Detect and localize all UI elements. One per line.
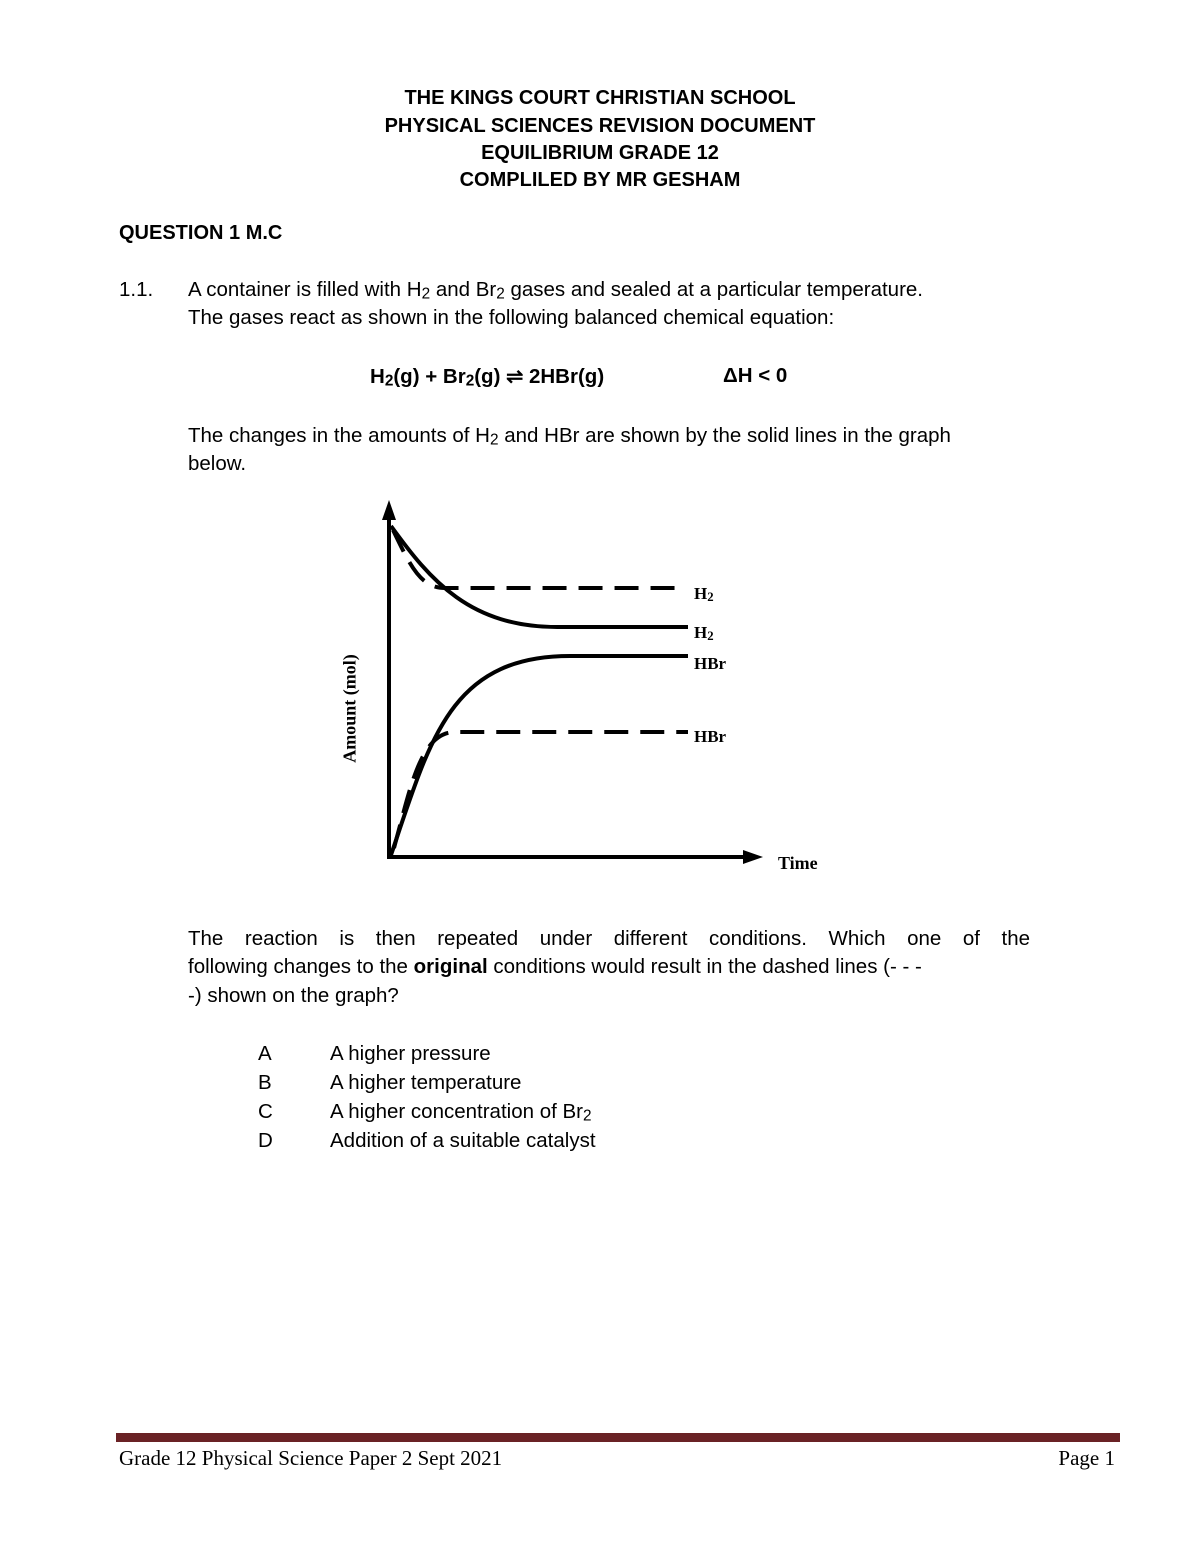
page-number: Page 1 bbox=[1058, 1446, 1115, 1470]
question-heading: QUESTION 1 M.C bbox=[119, 222, 283, 244]
option-letter: C bbox=[258, 1100, 273, 1123]
footer-left: Grade 12 Physical Science Paper 2 Sept 2… bbox=[119, 1446, 503, 1470]
option-text: A higher temperature bbox=[330, 1071, 522, 1094]
option-text: A higher concentration of Br2 bbox=[330, 1100, 592, 1125]
option-letter: B bbox=[258, 1071, 272, 1094]
x-axis-arrow-icon bbox=[743, 850, 763, 864]
question-intro-1: A container is filled with H2 and Br2 ga… bbox=[188, 278, 923, 303]
enthalpy-change: ΔH < 0 bbox=[723, 364, 788, 387]
question-intro-2: The gases react as shown in the followin… bbox=[188, 306, 835, 329]
document-title: PHYSICAL SCIENCES REVISION DOCUMENT bbox=[384, 115, 816, 137]
document-subtitle: EQUILIBRIUM GRADE 12 bbox=[481, 142, 719, 164]
amount-time-graph bbox=[382, 500, 763, 864]
repeat-text-2: following changes to the original condit… bbox=[188, 955, 922, 978]
chemical-equation: H2(g) + Br2(g) ⇌ 2HBr(g) bbox=[370, 365, 605, 390]
footer-rule bbox=[116, 1433, 1120, 1442]
option-text: A higher pressure bbox=[330, 1042, 491, 1065]
graph-description-2: below. bbox=[188, 452, 247, 475]
label-h2-solid: H2 bbox=[694, 623, 714, 643]
label-hbr-dashed: HBr bbox=[694, 727, 727, 746]
label-hbr-solid: HBr bbox=[694, 654, 727, 673]
school-name: THE KINGS COURT CHRISTIAN SCHOOL bbox=[404, 87, 796, 109]
repeat-text-1: The reaction is then repeated under diff… bbox=[188, 927, 1030, 950]
repeat-text-3: -) shown on the graph? bbox=[188, 984, 399, 1007]
y-axis-arrow-icon bbox=[382, 500, 396, 520]
compiler: COMPLILED BY MR GESHAM bbox=[459, 169, 741, 191]
x-axis-label: Time bbox=[778, 853, 818, 873]
h2-solid-line bbox=[389, 524, 688, 630]
option-letter: D bbox=[258, 1129, 273, 1152]
h2-dashed-line bbox=[391, 529, 685, 590]
option-letter: A bbox=[258, 1042, 272, 1065]
option-text: Addition of a suitable catalyst bbox=[330, 1129, 596, 1152]
question-number: 1.1. bbox=[119, 278, 154, 301]
label-h2-dashed: H2 bbox=[694, 584, 714, 604]
hbr-dashed-line bbox=[392, 730, 688, 849]
y-axis-label: Amount (mol) bbox=[339, 654, 360, 763]
hbr-solid-line bbox=[389, 654, 688, 856]
graph-description: The changes in the amounts of H2 and HBr… bbox=[188, 424, 951, 449]
